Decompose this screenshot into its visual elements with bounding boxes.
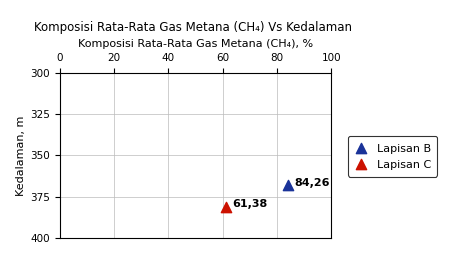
Lapisan B: [284, 183, 291, 187]
X-axis label: Komposisi Rata-Rata Gas Metana (CH₄), %: Komposisi Rata-Rata Gas Metana (CH₄), %: [78, 39, 313, 49]
Text: 61,38: 61,38: [231, 199, 267, 209]
Text: Komposisi Rata-Rata Gas Metana (CH₄) Vs Kedalaman: Komposisi Rata-Rata Gas Metana (CH₄) Vs …: [34, 21, 352, 34]
Lapisan C: [222, 205, 230, 209]
Text: 84,26: 84,26: [293, 178, 329, 188]
Y-axis label: Kedalaman, m: Kedalaman, m: [16, 115, 26, 196]
Legend: Lapisan B, Lapisan C: Lapisan B, Lapisan C: [347, 136, 437, 177]
